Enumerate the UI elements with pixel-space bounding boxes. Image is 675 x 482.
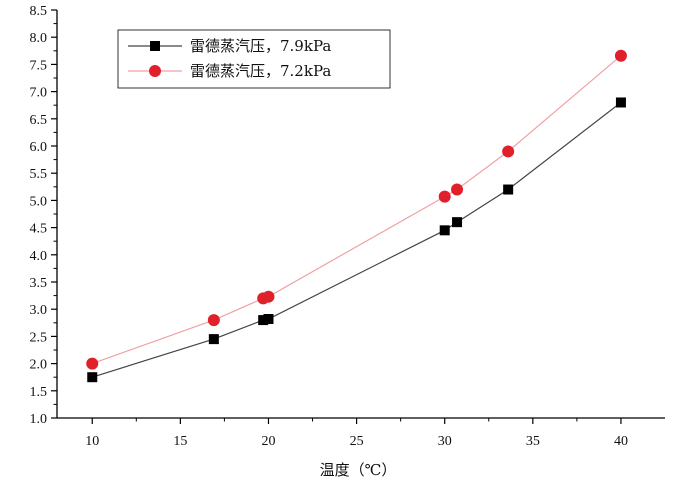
data-point bbox=[208, 334, 219, 345]
series-line bbox=[92, 102, 622, 378]
y-tick-label: 7.0 bbox=[30, 86, 48, 101]
data-point bbox=[87, 372, 98, 383]
data-point bbox=[503, 184, 514, 195]
x-tick-label: 35 bbox=[526, 434, 540, 449]
x-tick-label: 25 bbox=[350, 434, 364, 449]
legend-item-1: 雷德蒸汽压，7.9kPa bbox=[128, 37, 331, 55]
x-tick-label: 15 bbox=[173, 434, 187, 449]
data-point bbox=[615, 97, 626, 108]
y-tick-label: 6.5 bbox=[30, 113, 48, 128]
x-tick-label: 10 bbox=[85, 434, 99, 449]
y-tick-label: 7.5 bbox=[30, 58, 48, 73]
data-point bbox=[452, 217, 463, 228]
legend-box bbox=[117, 29, 391, 89]
data-point bbox=[262, 290, 275, 303]
data-point bbox=[439, 225, 450, 236]
y-tick-label: 2.0 bbox=[30, 358, 48, 373]
legend-item-2: 雷德蒸汽压，7.2kPa bbox=[128, 62, 331, 80]
y-tick-label: 6.0 bbox=[30, 140, 48, 155]
data-point bbox=[258, 315, 269, 326]
ticks: 10 15 20 25 30 35 40 1.0 1.5 2.0 2.5 3.0 3.5 4.0 4.5 5.… bbox=[30, 4, 628, 449]
x-tick-label: 30 bbox=[438, 434, 452, 449]
data-point bbox=[451, 183, 464, 196]
y-tick-label: 8.0 bbox=[30, 31, 48, 46]
data-point bbox=[614, 49, 627, 62]
y-tick-label: 5.5 bbox=[30, 167, 48, 182]
series-1 bbox=[87, 97, 626, 383]
y-tick-label: 3.5 bbox=[30, 276, 48, 291]
y-tick-label: 4.5 bbox=[30, 222, 48, 237]
data-point bbox=[438, 190, 451, 203]
data-point bbox=[502, 145, 515, 158]
data-point bbox=[263, 313, 274, 324]
data-point bbox=[86, 357, 99, 370]
legend-label: 雷德蒸汽压，7.9kPa bbox=[190, 37, 331, 55]
data-point bbox=[207, 314, 220, 327]
y-tick-label: 5.0 bbox=[30, 194, 48, 209]
y-tick-label: 4.0 bbox=[30, 249, 48, 264]
x-tick-label: 20 bbox=[261, 434, 275, 449]
legend-marker bbox=[149, 65, 161, 77]
legend-marker bbox=[150, 41, 160, 51]
legend-label: 雷德蒸汽压，7.2kPa bbox=[190, 62, 331, 80]
series-line bbox=[91, 55, 622, 365]
y-tick-label: 1.5 bbox=[30, 385, 48, 400]
y-tick-label: 3.0 bbox=[30, 303, 48, 318]
y-tick-label: 1.0 bbox=[30, 412, 48, 427]
x-tick-label: 40 bbox=[614, 434, 628, 449]
y-tick-label: 8.5 bbox=[30, 4, 48, 19]
legend: 雷德蒸汽压，7.9kPa 雷德蒸汽压，7.2kPa bbox=[117, 29, 391, 89]
series-2 bbox=[86, 49, 627, 370]
y-tick-label: 2.5 bbox=[30, 330, 48, 345]
x-axis-title: 温度（℃） bbox=[320, 461, 397, 479]
series-layer bbox=[86, 49, 627, 383]
